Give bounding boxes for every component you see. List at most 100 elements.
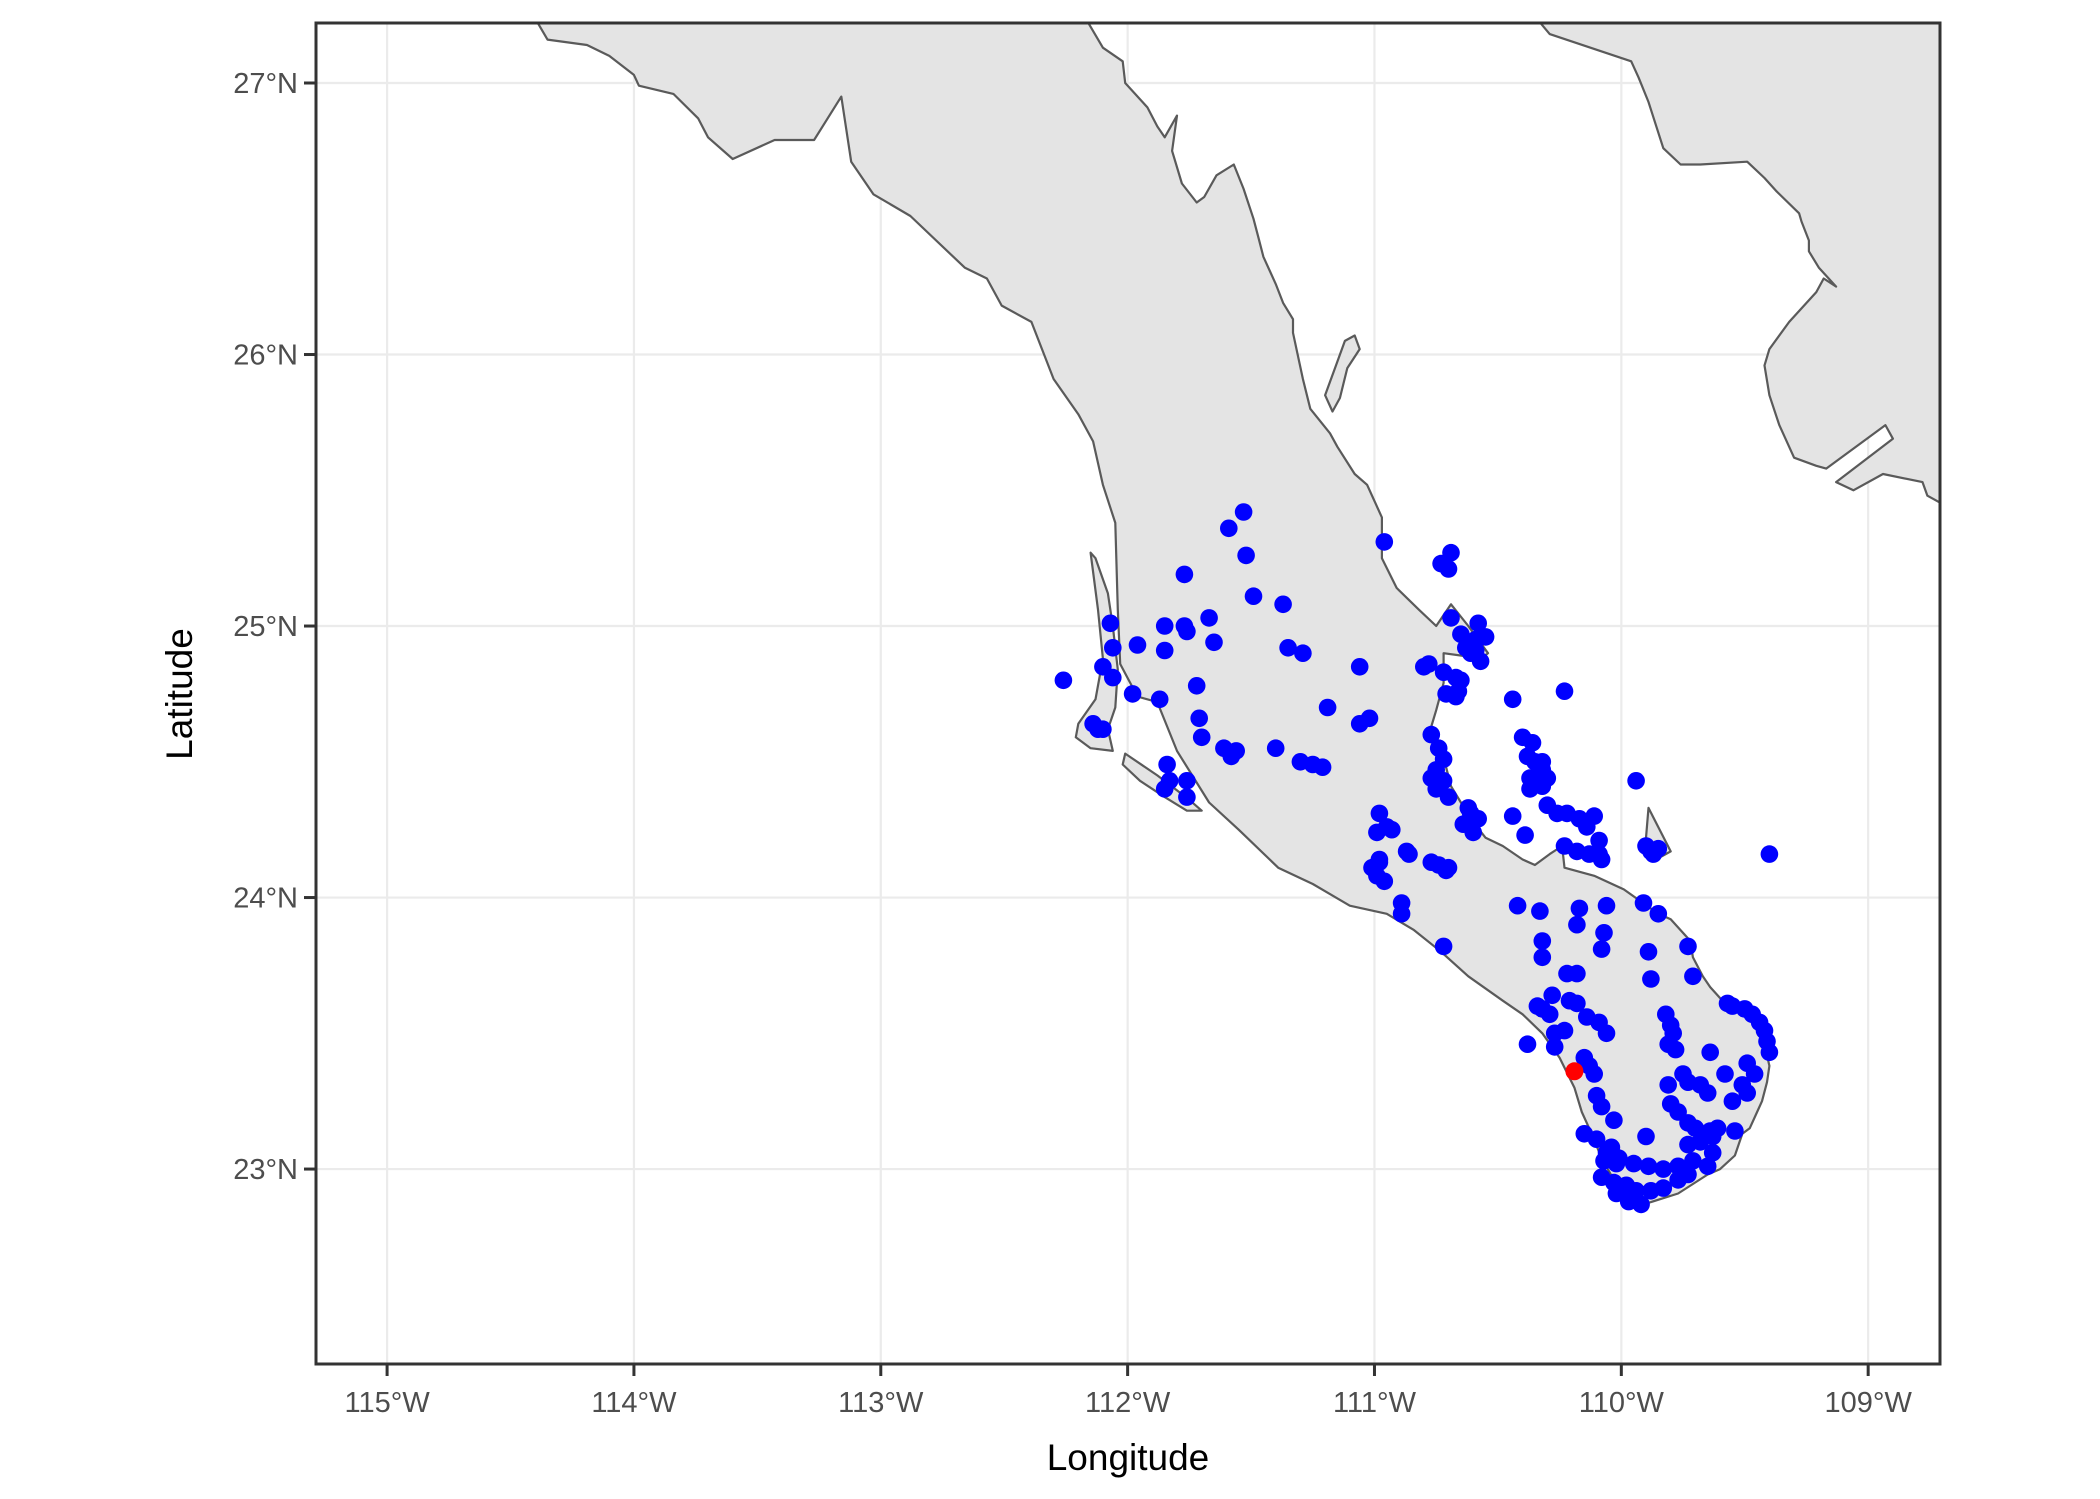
- observation-point: [1607, 1154, 1626, 1173]
- observation-point: [1415, 658, 1433, 676]
- observation-point: [1508, 896, 1527, 915]
- observation-point: [1760, 845, 1779, 863]
- observation-point: [1634, 894, 1653, 912]
- observation-point: [1128, 636, 1147, 654]
- y-tick-label-25°N: 25°N: [233, 611, 298, 643]
- observation-point: [1449, 682, 1468, 700]
- observation-point: [1538, 769, 1557, 787]
- observation-point: [1503, 690, 1522, 709]
- x-tick-label-110°W: 110°W: [1579, 1387, 1665, 1419]
- y-tick-label-24°N: 24°N: [233, 883, 298, 915]
- observation-point: [1568, 964, 1586, 983]
- observation-point: [1220, 519, 1238, 538]
- observation-point: [1392, 905, 1411, 923]
- observation-point: [1570, 899, 1589, 918]
- observation-point: [1543, 986, 1561, 1005]
- observation-point: [1639, 943, 1658, 961]
- y-tick-label-26°N: 26°N: [233, 340, 298, 372]
- observation-point: [1452, 625, 1470, 643]
- observation-point: [1476, 628, 1495, 646]
- observation-point: [1422, 853, 1441, 871]
- observation-point: [1101, 614, 1120, 633]
- observation-point: [1205, 633, 1223, 652]
- observation-point: [1178, 772, 1196, 790]
- observation-point: [1521, 780, 1539, 798]
- observation-point: [1187, 677, 1206, 695]
- observation-point: [1679, 937, 1697, 956]
- observation-point: [1104, 668, 1122, 687]
- observation-point: [1155, 617, 1174, 635]
- blue-data-points: [1054, 503, 1779, 1214]
- observation-point: [1294, 644, 1312, 662]
- observation-point: [1639, 1157, 1658, 1176]
- x-tick-label-112°W: 112°W: [1085, 1387, 1171, 1419]
- observation-point: [1439, 858, 1458, 877]
- observation-point: [1516, 826, 1534, 844]
- observation-point: [1459, 799, 1478, 817]
- observation-point: [1200, 609, 1218, 627]
- observation-point: [1533, 948, 1552, 967]
- observation-point: [1703, 1144, 1722, 1162]
- observation-point: [1698, 1157, 1717, 1176]
- x-axis-tick-labels: 115°W 114°W 113°W 112°W 111°W 110°W 109°W: [344, 1387, 1912, 1419]
- x-tick-label-111°W: 111°W: [1333, 1387, 1417, 1419]
- observation-point: [1659, 1076, 1677, 1094]
- observation-point: [1654, 1179, 1673, 1197]
- observation-point: [1178, 622, 1196, 641]
- observation-point: [1422, 725, 1441, 744]
- x-tick-label-115°W: 115°W: [344, 1387, 430, 1419]
- observation-point: [1597, 896, 1616, 915]
- observation-point: [1540, 1005, 1559, 1024]
- observation-point: [1378, 818, 1396, 836]
- observation-point: [1684, 1152, 1702, 1170]
- observation-point: [1533, 932, 1552, 950]
- observation-point: [1716, 1065, 1734, 1083]
- observation-point: [1464, 823, 1482, 842]
- observation-point: [1192, 728, 1211, 747]
- observation-point: [1155, 641, 1174, 660]
- observation-point: [1222, 747, 1241, 766]
- observation-point: [1503, 807, 1522, 825]
- observation-point: [1266, 739, 1285, 757]
- observation-point: [1523, 734, 1542, 752]
- observation-point: [1585, 807, 1603, 825]
- observation-point: [1592, 850, 1611, 869]
- observation-point: [1649, 905, 1668, 923]
- observation-point: [1104, 639, 1122, 657]
- observation-point: [1745, 1065, 1764, 1083]
- observation-point: [1738, 1084, 1756, 1102]
- y-axis-tick-labels: 23°N 24°N 25°N 26°N 27°N: [233, 68, 298, 1186]
- x-tick-label-114°W: 114°W: [591, 1387, 677, 1419]
- observation-point: [1624, 1154, 1643, 1173]
- observation-point: [1666, 1040, 1685, 1059]
- observation-point: [1442, 609, 1460, 627]
- observation-point: [1237, 546, 1255, 565]
- observation-point: [1190, 709, 1208, 728]
- observation-point: [1350, 658, 1369, 676]
- observation-point: [1279, 639, 1297, 657]
- observation-point: [1178, 788, 1196, 806]
- observation-point: [1605, 1111, 1623, 1129]
- observation-point: [1627, 772, 1645, 790]
- observation-point: [1318, 698, 1337, 717]
- observation-point: [1760, 1043, 1779, 1062]
- observation-point: [1679, 1073, 1697, 1091]
- observation-point: [1701, 1043, 1719, 1062]
- observation-point: [1370, 804, 1389, 823]
- observation-point: [1054, 671, 1073, 690]
- observation-point: [1602, 1138, 1621, 1157]
- observation-point: [1637, 1127, 1655, 1146]
- observation-point: [1313, 758, 1332, 776]
- observation-point: [1555, 682, 1574, 700]
- observation-point: [1642, 970, 1660, 988]
- observation-point: [1350, 715, 1369, 733]
- observation-point: [1592, 1097, 1611, 1116]
- y-axis-title: Latitude: [159, 628, 200, 760]
- observation-point: [1654, 1160, 1673, 1178]
- observation-point: [1585, 1065, 1603, 1083]
- highlighted-point: [1565, 1062, 1584, 1081]
- observation-point: [1587, 1130, 1606, 1148]
- mainland-mexico: [1539, 23, 1940, 504]
- observation-point: [1370, 853, 1389, 871]
